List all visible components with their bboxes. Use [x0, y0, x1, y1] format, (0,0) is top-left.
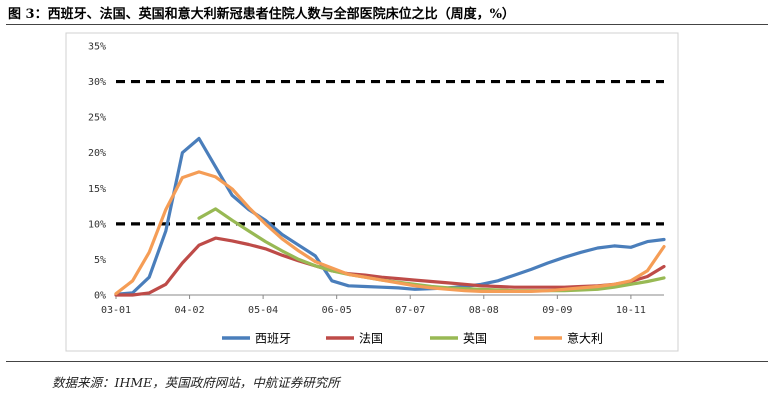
series-line-4 — [114, 170, 666, 296]
y-tick-label: 35% — [88, 42, 106, 53]
x-tick-label: 07-07 — [395, 305, 425, 316]
y-tick-label: 30% — [88, 77, 106, 88]
legend-label: 意大利 — [567, 331, 603, 346]
legend-label: 法国 — [359, 332, 383, 346]
y-tick-label: 20% — [88, 148, 106, 159]
series-group — [114, 136, 666, 297]
x-tick-label: 10-11 — [616, 305, 646, 316]
y-tick-label: 0% — [94, 291, 106, 302]
x-tick-label: 06-05 — [322, 305, 352, 316]
x-tick-label: 04-02 — [175, 305, 205, 316]
legend: 西班牙 法国 英国 意大利 — [222, 331, 603, 346]
y-tick-label: 25% — [88, 113, 106, 124]
series-line-2 — [114, 236, 666, 297]
bottom-rule — [6, 361, 768, 362]
legend-label: 西班牙 — [255, 332, 291, 346]
y-tick-label: 10% — [88, 219, 106, 230]
series-line-1 — [114, 136, 666, 296]
reference-lines — [116, 79, 664, 226]
x-axis: 03-01 04-02 05-04 06-05 07-07 08-08 09-09 10-11 — [101, 294, 664, 316]
x-tick-label: 05-04 — [248, 305, 278, 316]
y-tick-label: 15% — [88, 184, 106, 195]
x-tick-label: 03-01 — [101, 305, 131, 316]
chart-frame — [65, 32, 679, 352]
source-note: 数据来源：IHME，英国政府网站，中航证券研究所 — [52, 375, 340, 390]
y-axis: 0% 5% 10% 15% 20% 25% 30% 35% — [88, 42, 106, 302]
top-rule — [6, 24, 768, 25]
chart-title: 图 3：西班牙、法国、英国和意大利新冠患者住院人数与全部医院床位之比（周度，%） — [8, 7, 515, 22]
y-tick-label: 5% — [94, 255, 106, 266]
legend-label: 英国 — [463, 332, 487, 346]
x-tick-label: 08-08 — [469, 305, 499, 316]
x-tick-label: 09-09 — [542, 305, 572, 316]
